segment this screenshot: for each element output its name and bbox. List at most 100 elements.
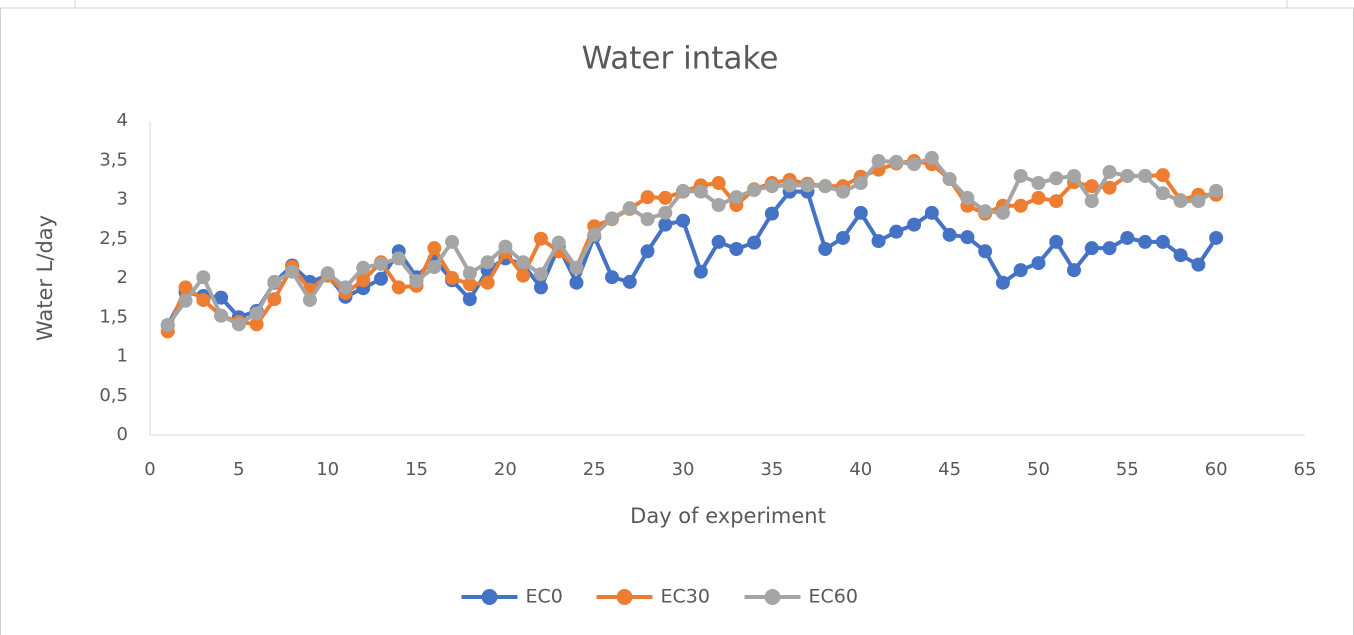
frame bbox=[0, 7, 1354, 635]
data-point bbox=[462, 277, 477, 292]
data-point bbox=[1013, 263, 1028, 278]
data-point bbox=[533, 267, 548, 282]
y-tick-label: 0,5 bbox=[99, 385, 128, 406]
data-point bbox=[1191, 257, 1206, 272]
data-point bbox=[1013, 168, 1028, 183]
x-tick-label: 10 bbox=[316, 459, 339, 480]
data-point bbox=[711, 176, 726, 191]
data-point bbox=[374, 271, 388, 286]
data-point bbox=[1120, 168, 1135, 183]
data-point bbox=[498, 239, 513, 254]
data-point bbox=[818, 179, 833, 194]
y-axis-title: Water L/day bbox=[33, 215, 57, 341]
data-point bbox=[1049, 234, 1064, 249]
data-point bbox=[978, 244, 993, 259]
frame-top bbox=[74, 0, 1288, 9]
legend-marker bbox=[481, 589, 498, 605]
data-point bbox=[551, 235, 566, 250]
data-point bbox=[480, 275, 495, 290]
series-line bbox=[166, 189, 1218, 327]
y-tick-label: 4 bbox=[117, 110, 128, 131]
data-point bbox=[569, 260, 584, 275]
data-point bbox=[445, 234, 460, 249]
y-tick-label: 0 bbox=[117, 424, 128, 445]
data-point bbox=[249, 306, 264, 321]
data-point bbox=[960, 190, 975, 205]
y-tick-label: 3,5 bbox=[99, 149, 128, 170]
data-point bbox=[409, 274, 424, 289]
y-tick-label: 2 bbox=[117, 267, 128, 288]
data-point bbox=[1067, 168, 1081, 183]
data-point bbox=[818, 241, 833, 256]
data-point bbox=[676, 183, 691, 198]
data-point bbox=[1013, 198, 1028, 213]
data-point bbox=[1084, 194, 1099, 209]
x-tick-label: 0 bbox=[144, 459, 155, 480]
data-point bbox=[871, 154, 886, 169]
x-tick-label: 55 bbox=[1116, 459, 1139, 480]
data-point bbox=[676, 213, 691, 228]
data-point bbox=[995, 205, 1010, 220]
data-point bbox=[782, 178, 797, 193]
data-point bbox=[1102, 180, 1117, 195]
x-tick-label: 50 bbox=[1027, 459, 1050, 480]
data-point bbox=[516, 255, 531, 270]
data-point bbox=[1084, 179, 1099, 194]
data-point bbox=[907, 217, 922, 232]
data-point bbox=[1120, 230, 1135, 245]
data-point bbox=[1102, 165, 1117, 180]
legend-marker bbox=[616, 589, 633, 605]
x-axis-title: Day of experiment bbox=[630, 504, 826, 528]
data-point bbox=[978, 204, 993, 219]
data-point bbox=[693, 264, 708, 279]
data-point bbox=[942, 172, 957, 187]
data-point bbox=[320, 266, 335, 281]
y-tick-label: 3 bbox=[117, 189, 128, 210]
data-point bbox=[231, 317, 246, 332]
x-tick-label: 45 bbox=[938, 459, 961, 480]
data-point bbox=[924, 150, 939, 165]
x-tick-label: 40 bbox=[849, 459, 872, 480]
data-point bbox=[1067, 263, 1081, 278]
data-point bbox=[462, 266, 477, 281]
data-point bbox=[605, 270, 619, 285]
x-tick-label: 25 bbox=[583, 459, 606, 480]
data-point bbox=[764, 179, 779, 194]
data-point bbox=[1155, 234, 1170, 249]
data-point bbox=[196, 270, 211, 285]
data-point bbox=[1031, 176, 1046, 191]
data-point bbox=[267, 274, 282, 289]
data-point bbox=[764, 206, 779, 221]
y-tick-label: 1,5 bbox=[99, 306, 128, 327]
data-point bbox=[445, 271, 460, 285]
data-point bbox=[178, 280, 193, 295]
data-point bbox=[1209, 230, 1224, 245]
data-point bbox=[640, 190, 655, 205]
data-point bbox=[427, 241, 442, 256]
data-point bbox=[924, 205, 939, 220]
x-tick-label: 15 bbox=[405, 459, 428, 480]
data-point bbox=[533, 280, 548, 295]
legend-label: EC30 bbox=[661, 586, 710, 608]
data-point bbox=[1031, 256, 1046, 271]
data-point bbox=[356, 260, 371, 275]
data-point bbox=[391, 280, 406, 295]
data-point bbox=[356, 273, 371, 288]
data-point bbox=[516, 268, 531, 283]
data-point bbox=[1049, 171, 1064, 186]
data-point bbox=[658, 190, 673, 205]
data-point bbox=[1191, 194, 1206, 209]
data-point bbox=[1155, 186, 1170, 201]
data-point bbox=[640, 212, 655, 227]
legend-label: EC60 bbox=[809, 586, 858, 608]
data-point bbox=[640, 244, 655, 259]
y-tick-label: 1 bbox=[117, 346, 128, 367]
x-tick-label: 30 bbox=[672, 459, 695, 480]
data-point bbox=[462, 292, 477, 307]
data-point bbox=[1084, 241, 1099, 256]
data-point bbox=[391, 251, 406, 266]
chart-title: Water intake bbox=[582, 41, 779, 77]
data-point bbox=[569, 275, 584, 290]
data-point bbox=[1173, 248, 1188, 263]
